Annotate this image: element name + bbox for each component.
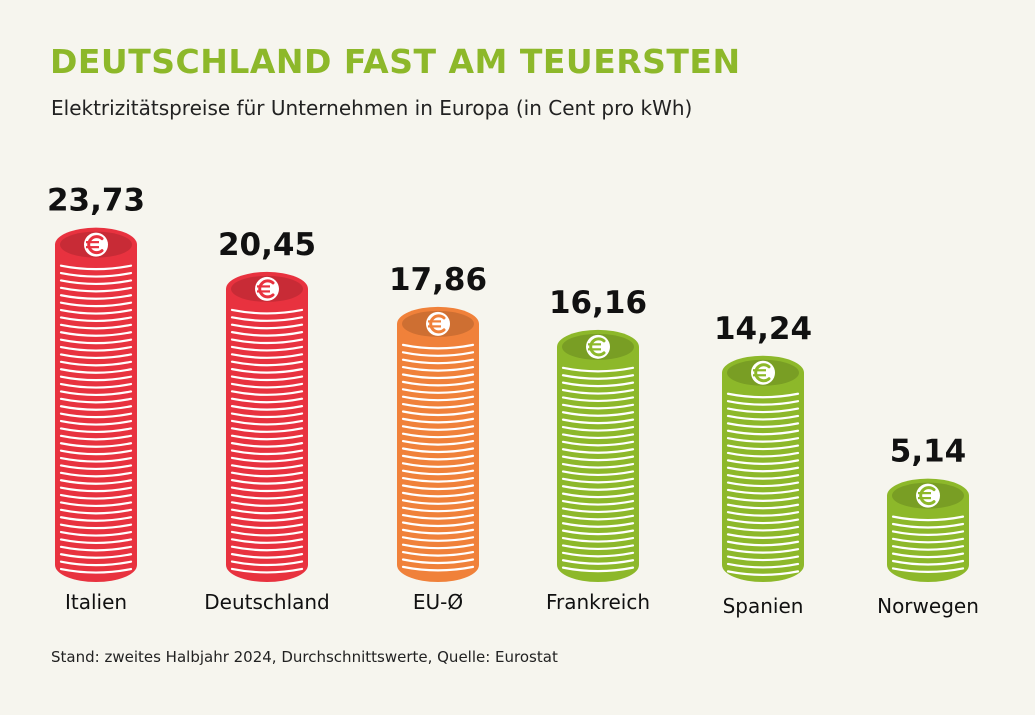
category-label: Frankreich bbox=[546, 590, 650, 614]
euro-icon bbox=[586, 334, 610, 359]
value-label: 14,24 bbox=[714, 311, 812, 347]
coin-stack-italien bbox=[55, 227, 137, 582]
coin-stack-eu bbox=[397, 306, 479, 582]
value-label: 23,73 bbox=[47, 183, 145, 219]
bar-base bbox=[397, 548, 479, 582]
category-label: Spanien bbox=[723, 594, 804, 618]
coin-ridges bbox=[230, 308, 304, 574]
coin-stack-norwegen bbox=[887, 478, 969, 582]
coin-ridges bbox=[726, 392, 800, 576]
category-label: Deutschland bbox=[204, 590, 330, 614]
coin-stack-spanien bbox=[722, 355, 804, 582]
coin-ridges bbox=[59, 264, 133, 574]
coin-ridges bbox=[891, 515, 965, 573]
chart-subtitle: Elektrizitätspreise für Unternehmen in E… bbox=[51, 96, 693, 120]
bar-base bbox=[557, 548, 639, 582]
coin-stack-deutschland bbox=[226, 271, 308, 582]
euro-icon bbox=[916, 483, 940, 508]
category-label: Italien bbox=[65, 590, 127, 614]
value-label: 5,14 bbox=[890, 434, 967, 470]
coin-stack-frankreich bbox=[557, 329, 639, 582]
value-label: 16,16 bbox=[549, 285, 647, 321]
value-label: 17,86 bbox=[389, 262, 487, 298]
euro-icon bbox=[84, 232, 108, 257]
page-title: DEUTSCHLAND FAST AM TEUERSTEN bbox=[50, 42, 741, 81]
value-label: 20,45 bbox=[218, 227, 316, 263]
euro-icon bbox=[426, 311, 450, 336]
source-note: Stand: zweites Halbjahr 2024, Durchschni… bbox=[51, 648, 558, 666]
category-label: EU-Ø bbox=[413, 590, 463, 614]
euro-icon bbox=[255, 276, 279, 301]
coin-ridges bbox=[561, 366, 635, 573]
bar bbox=[55, 244, 137, 565]
euro-icon bbox=[751, 360, 775, 385]
category-label: Norwegen bbox=[877, 594, 979, 618]
coin-ridges bbox=[401, 343, 475, 572]
bar bbox=[226, 288, 308, 565]
